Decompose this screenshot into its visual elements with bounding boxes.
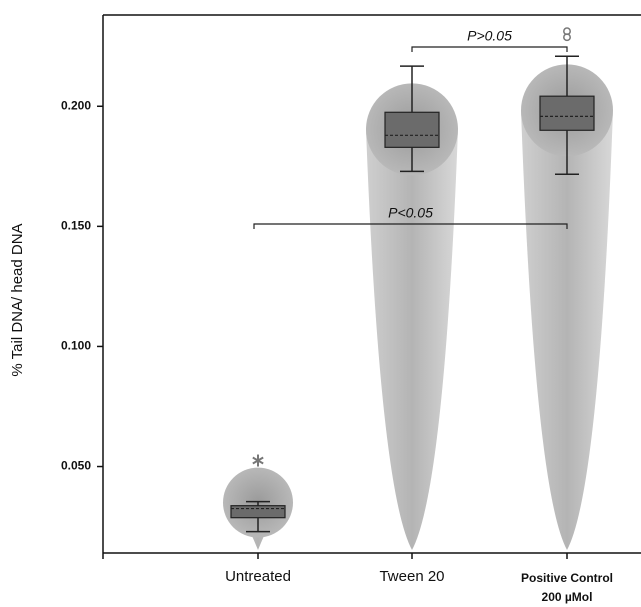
y-axis-label: % Tail DNA/ head DNA — [9, 223, 26, 376]
y-tick-label: 0.100 — [61, 339, 91, 353]
comet-tail — [521, 110, 613, 550]
comet-tail — [366, 129, 458, 550]
annotation: P<0.05 — [388, 205, 433, 221]
significance-bracket — [412, 47, 567, 52]
chart: % Tail DNA/ head DNA 0.050 0.100 0.150 0.20… — [0, 0, 641, 607]
box — [231, 506, 285, 518]
outlier — [564, 28, 570, 40]
x-tick-label: Positive Control 200 µMol — [512, 569, 622, 607]
box — [385, 112, 439, 147]
outlier — [253, 455, 263, 467]
x-tick-label: Untreated — [188, 567, 328, 586]
y-tick-label: 0.150 — [61, 219, 91, 233]
page: {"chart_data": { "type": "box", "y_label… — [0, 0, 641, 607]
annotation: P>0.05 — [467, 28, 512, 44]
box — [540, 96, 594, 130]
x-tick-label: Tween 20 — [342, 567, 482, 586]
y-tick-label: 0.050 — [61, 459, 91, 473]
y-tick-label: 0.200 — [61, 98, 91, 112]
